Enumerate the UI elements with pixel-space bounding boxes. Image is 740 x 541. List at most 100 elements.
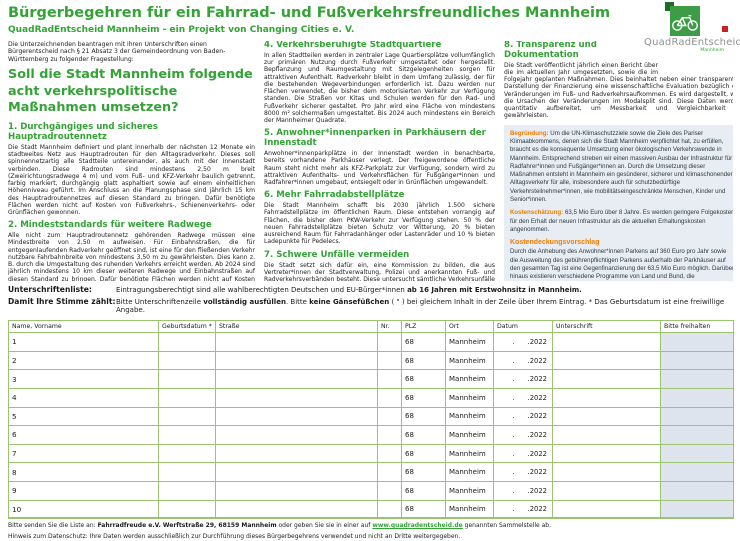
cell-keep-free <box>660 462 734 482</box>
cell-keep-free <box>660 406 734 427</box>
signature-row: 2 68 Mannheim . .2022 <box>8 350 734 371</box>
cell-street <box>215 499 378 520</box>
logo-red-square <box>722 26 728 32</box>
cell-row-number-and-name: 10 <box>8 499 159 520</box>
cell-birthdate <box>158 480 216 501</box>
section-body: Die Stadt setzt sich dafür ein, eine Kom… <box>264 261 495 281</box>
petition-section-7: 7. Schwere Unfälle vermeiden Die Stadt s… <box>264 250 495 281</box>
cell-number <box>377 350 402 371</box>
column-3: 8. Transparenz und Dokumentation Die Sta… <box>504 41 733 281</box>
section-heading: 6. Mehr Fahrradabstellplätze <box>264 190 405 201</box>
cell-city: Mannheim <box>445 350 494 371</box>
cell-street <box>215 332 378 352</box>
petition-section-1: 1. Durchgängiges und sicheres Hauptradro… <box>8 122 255 217</box>
cell-signature <box>552 387 661 408</box>
cell-date: . .2022 <box>493 350 553 371</box>
signature-row: 7 68 Mannheim . .2022 <box>8 443 734 464</box>
return-address: Fahrradfreude e.V. Werftstraße 29, 68159… <box>97 522 277 530</box>
section-heading: 8. Transparenz und Dokumentation <box>504 40 597 60</box>
cell-row-number-and-name: 2 <box>8 350 159 371</box>
logo-city-text: Mannheim <box>700 48 724 53</box>
page-subtitle: QuadRadEntscheid Mannheim - ein Projekt … <box>8 24 355 35</box>
signature-row: 8 68 Mannheim . .2022 <box>8 462 734 482</box>
cell-number <box>377 443 402 464</box>
header-number: Nr. <box>377 320 402 334</box>
signature-row: 9 68 Mannheim . .2022 <box>8 480 734 501</box>
cell-row-number-and-name: 6 <box>8 425 159 445</box>
cell-signature <box>552 480 661 501</box>
signature-row: 4 68 Mannheim . .2022 <box>8 387 734 408</box>
cell-city: Mannheim <box>445 499 494 520</box>
cell-date: . .2022 <box>493 499 553 520</box>
cell-number <box>377 499 402 520</box>
cost-estimate-paragraph: Kostenschätzung: 63,5 Mio Euro über 8 Ja… <box>510 209 733 233</box>
cell-city: Mannheim <box>445 480 494 501</box>
petition-document: Bürgerbegehren für ein Fahrrad- und Fußv… <box>8 2 740 540</box>
section-heading: 1. Durchgängiges und sicheres Hauptradro… <box>8 122 158 142</box>
website-link[interactable]: www.quadradentscheid.de <box>372 522 463 530</box>
cell-row-number-and-name: 1 <box>8 332 159 352</box>
column-2: 4. Verkehrsberuhigte Stadtquartiere In a… <box>264 41 495 281</box>
cell-number <box>377 480 402 501</box>
header-street: Straße <box>215 320 378 334</box>
logo-green-square <box>670 6 700 36</box>
fill-instructions-text: Bitte Unterschriftenzeile vollständig au… <box>116 297 725 315</box>
cell-birthdate <box>158 387 216 408</box>
section-body: In allen Stadtteilen werden in zentraler… <box>264 51 495 125</box>
cell-date: . .2022 <box>493 462 553 482</box>
signature-table: Name, Vorname Geburtsdatum * Straße Nr. … <box>8 320 734 520</box>
signature-row: 10 68 Mannheim . .2022 <box>8 499 734 520</box>
cell-keep-free <box>660 443 734 464</box>
table-header-row: Name, Vorname Geburtsdatum * Straße Nr. … <box>8 320 734 334</box>
cell-birthdate <box>158 443 216 464</box>
petition-section-4: 4. Verkehrsberuhigte Stadtquartiere In a… <box>264 41 495 124</box>
cell-date: . .2022 <box>493 332 553 352</box>
logo-small-green-square <box>665 2 674 11</box>
header-city: Ort <box>445 320 494 334</box>
cell-row-number-and-name: 5 <box>8 406 159 427</box>
section-body: Alle nicht zum Hauptradroutennetz gehöre… <box>8 232 255 281</box>
cell-city: Mannheim <box>445 462 494 482</box>
cell-keep-free <box>660 369 734 389</box>
petition-question: Soll die Stadt Mannheim folgende acht ve… <box>8 67 253 116</box>
reasoning-block: Begründung: Um die UN-Klimaschutzziele s… <box>504 124 733 281</box>
vote-counts-label: Damit Ihre Stimme zählt: <box>8 296 116 306</box>
cell-plz: 68 <box>401 406 446 427</box>
intro-paragraph: Die Unterzeichnenden beantragen mit ihre… <box>8 40 226 63</box>
cell-birthdate <box>158 462 216 482</box>
petition-section-8: 8. Transparenz und Dokumentation Die Sta… <box>504 41 733 120</box>
cell-date: . .2022 <box>493 406 553 427</box>
cell-number <box>377 425 402 445</box>
cell-keep-free <box>660 332 734 352</box>
section-body: Die Stadt Mannheim definiert und plant i… <box>8 143 255 217</box>
signature-list-label: Unterschriftenliste: <box>8 284 92 294</box>
cell-plz: 68 <box>401 387 446 408</box>
petition-text-columns: Die Unterzeichnenden beantragen mit ihre… <box>8 41 733 281</box>
signature-instructions: Unterschriftenliste: Eintragungsberechti… <box>8 285 733 315</box>
cell-street <box>215 443 378 464</box>
cell-signature <box>552 350 661 371</box>
cell-signature <box>552 369 661 389</box>
cell-street <box>215 462 378 482</box>
footer: Bitte senden Sie die Liste an: Fahrradfr… <box>8 522 733 541</box>
cell-date: . .2022 <box>493 443 553 464</box>
cell-city: Mannheim <box>445 387 494 408</box>
cell-row-number-and-name: 8 <box>8 462 159 482</box>
cost-coverage-paragraph: Durch die Anhebung des Anwohner*innen Pa… <box>510 248 733 281</box>
cell-plz: 68 <box>401 350 446 371</box>
cell-street <box>215 369 378 389</box>
signature-row: 1 68 Mannheim . .2022 <box>8 332 734 352</box>
cell-birthdate <box>158 406 216 427</box>
cell-row-number-and-name: 9 <box>8 480 159 501</box>
section-heading: 2. Mindeststandards für weitere Radwege <box>8 220 212 231</box>
cell-keep-free <box>660 425 734 445</box>
privacy-notice: Hinweis zum Datenschutz: Ihre Daten werd… <box>8 532 461 540</box>
header-keep-free: Bitte freihalten <box>660 320 734 334</box>
header-birthdate: Geburtsdatum * <box>158 320 216 334</box>
cell-date: . .2022 <box>493 425 553 445</box>
cell-signature <box>552 443 661 464</box>
header-signature: Unterschrift <box>552 320 661 334</box>
send-instructions: Bitte senden Sie die Liste an: Fahrradfr… <box>8 522 552 530</box>
reasoning-paragraph: Begründung: Um die UN-Klimaschutzziele s… <box>510 129 733 204</box>
cell-number <box>377 462 402 482</box>
